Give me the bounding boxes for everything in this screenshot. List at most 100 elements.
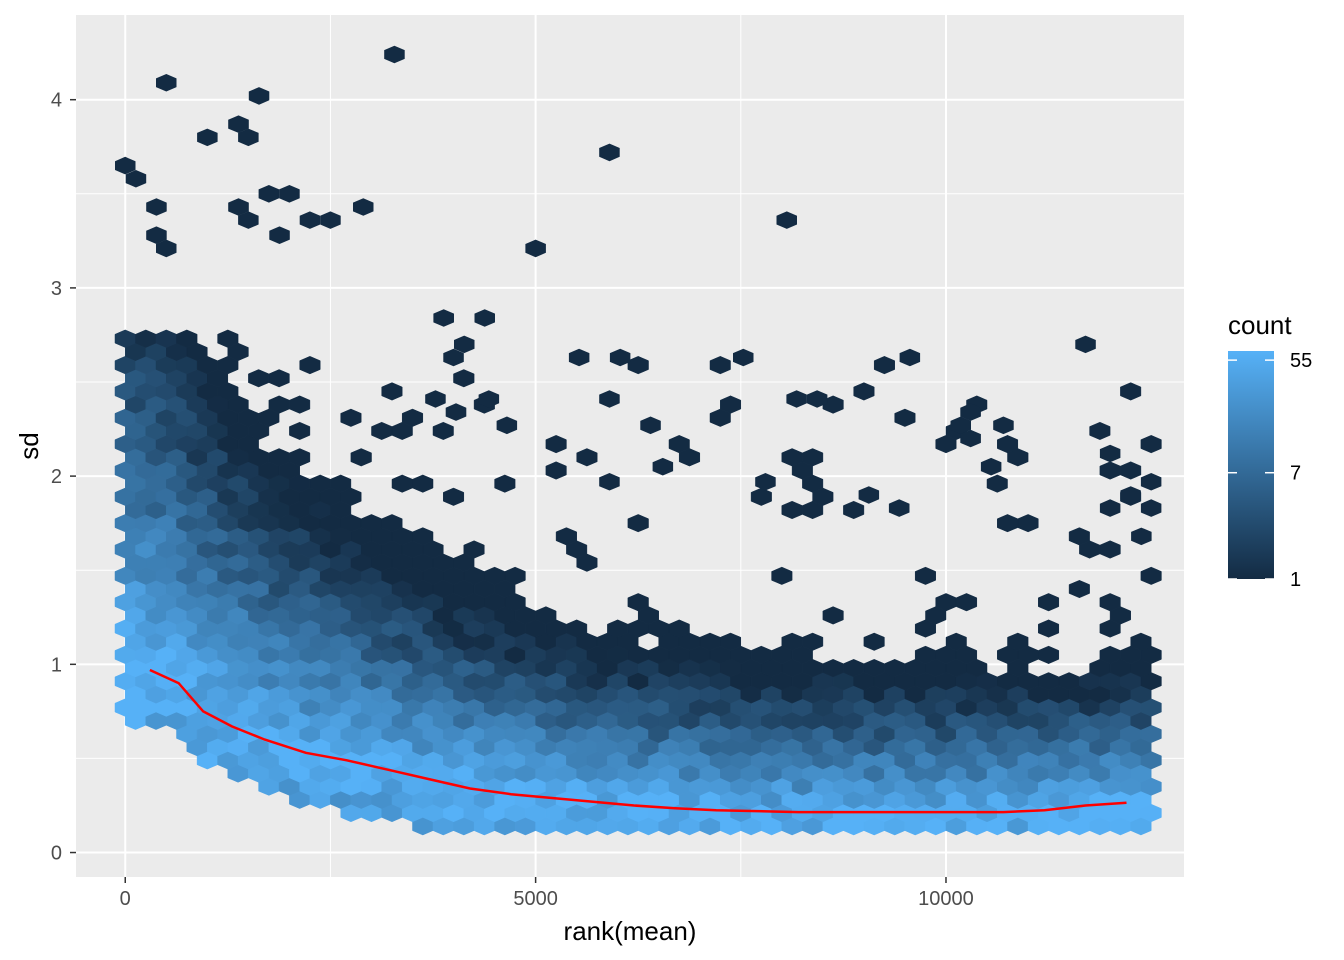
hex-cell — [668, 619, 690, 638]
hex-cell-outlier — [755, 473, 776, 491]
hex-cell — [720, 632, 742, 651]
hex-cell-outlier — [599, 143, 620, 162]
hex-cell — [289, 421, 311, 440]
hex-cell-outlier — [496, 416, 518, 435]
legend-break-label: 55 — [1290, 350, 1312, 372]
y-tick-label: 4 — [51, 90, 62, 112]
hex-cell-outlier — [786, 390, 807, 408]
hex-cell-outlier — [454, 335, 475, 354]
hex-cell-outlier — [733, 348, 754, 367]
hex-cell — [802, 632, 824, 651]
hex-cell — [401, 408, 424, 427]
hex-cell — [873, 356, 895, 375]
hex-cell-outlier — [1131, 527, 1152, 546]
hexbin-cells — [114, 45, 1162, 836]
hex-cell-outlier — [1075, 335, 1096, 354]
hex-cell — [504, 566, 526, 585]
hex-cell-outlier — [652, 457, 674, 476]
y-tick-label: 0 — [51, 843, 62, 865]
hex-cell — [381, 382, 403, 401]
hex-cell — [822, 606, 844, 625]
hex-cell — [268, 369, 290, 388]
hex-cell-outlier — [1120, 486, 1141, 504]
hex-cell — [545, 435, 567, 454]
legend-break-label: 7 — [1290, 463, 1301, 485]
hex-cell — [750, 487, 772, 506]
hex-cell-outlier — [609, 348, 631, 367]
hex-cell-outlier — [269, 226, 290, 244]
hex-cell-outlier — [980, 457, 1002, 476]
hex-cell — [576, 448, 598, 467]
hex-cell-outlier — [228, 198, 249, 216]
hex-cell — [1089, 421, 1111, 440]
y-tick-label: 1 — [51, 654, 62, 676]
hex-cell — [350, 448, 372, 467]
hex-cell-outlier — [599, 390, 620, 408]
y-tick-label: 3 — [51, 278, 62, 300]
x-tick-label: 0 — [120, 888, 131, 910]
hex-cell-outlier — [640, 416, 661, 435]
hex-cell-outlier — [950, 416, 971, 435]
hex-cell-outlier — [248, 87, 270, 105]
hex-cell-outlier — [125, 170, 147, 188]
hex-cell-outlier — [993, 416, 1014, 435]
hex-cell-outlier — [258, 185, 280, 203]
hex-cell — [1130, 632, 1152, 651]
hex-cell — [894, 408, 916, 427]
legend-title: count — [1228, 310, 1292, 340]
hex-cell — [914, 566, 936, 585]
y-tick-label: 2 — [51, 466, 62, 488]
x-axis-title: rank(mean) — [564, 916, 697, 946]
hex-cell-outlier — [858, 486, 880, 504]
hex-cell-outlier — [228, 115, 249, 133]
hex-cell — [330, 474, 352, 493]
x-tick-label: 10000 — [918, 888, 974, 910]
hex-cell — [945, 632, 967, 651]
hex-cell-outlier — [776, 211, 797, 229]
hex-cell — [627, 593, 649, 612]
hex-cell — [217, 329, 239, 348]
hex-cell — [453, 369, 475, 388]
hex-cell — [1120, 461, 1142, 480]
hex-cell-outlier — [425, 390, 446, 408]
hex-cell — [340, 408, 362, 427]
hex-cell — [1038, 619, 1060, 638]
hex-cell — [843, 500, 865, 520]
hex-cell — [627, 514, 649, 533]
hex-cell-outlier — [299, 211, 321, 229]
hex-cell-outlier — [599, 473, 620, 491]
hex-cell-outlier — [568, 348, 590, 367]
hex-cell — [555, 527, 577, 546]
hex-cell — [1099, 593, 1121, 612]
hex-cell — [566, 619, 588, 638]
hex-cell — [1140, 566, 1162, 585]
hex-cell-outlier — [320, 211, 341, 229]
hex-cell — [955, 593, 978, 612]
hex-cell — [709, 356, 731, 375]
hex-cell — [1017, 514, 1039, 533]
hex-cell — [412, 527, 434, 546]
hex-cell-outlier — [353, 198, 374, 216]
hex-cell — [289, 448, 311, 467]
hex-cell — [1038, 645, 1060, 664]
hex-cell-outlier — [384, 45, 405, 64]
hex-cell-outlier — [115, 156, 136, 175]
hex-cell-outlier — [1140, 473, 1162, 491]
hex-cell-outlier — [1099, 499, 1121, 517]
hex-cell-outlier — [960, 429, 981, 448]
hex-cell-outlier — [443, 348, 464, 367]
hex-cell-outlier — [478, 390, 500, 408]
hex-cell-outlier — [238, 128, 259, 147]
hex-cell — [289, 395, 311, 414]
hex-cell-outlier — [146, 198, 167, 216]
hex-cell-outlier — [279, 185, 300, 203]
hex-cell — [535, 606, 557, 625]
legend-break-label: 1 — [1290, 569, 1301, 591]
hex-cell — [545, 461, 567, 480]
hex-cell-outlier — [960, 403, 981, 421]
hex-cell — [997, 435, 1019, 454]
hex-cell — [1068, 580, 1090, 599]
